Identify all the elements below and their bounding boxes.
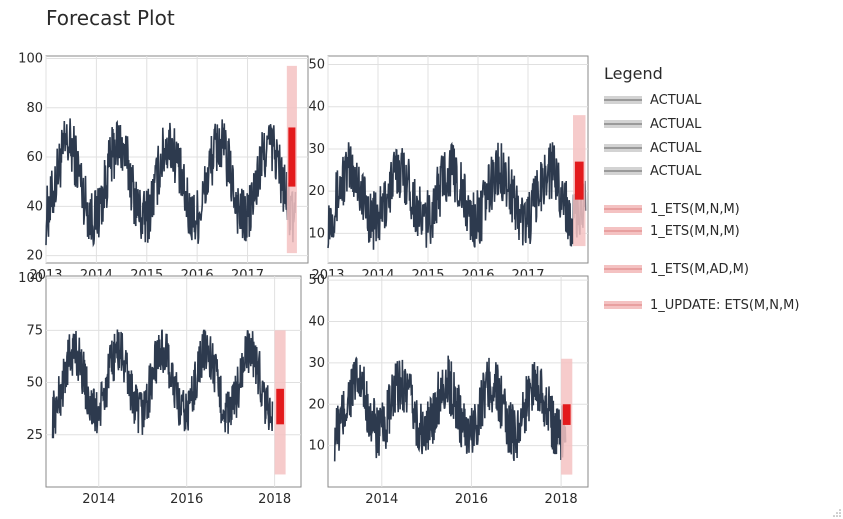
- y-tick-label: 20: [308, 397, 325, 412]
- legend-label: ACTUAL: [650, 140, 702, 156]
- y-tick-label: 40: [308, 100, 325, 115]
- chart-panel-2: 102030405020132014201520162017: [308, 55, 589, 283]
- actual-series-line: [327, 141, 587, 250]
- y-tick-label: 40: [26, 199, 43, 214]
- chart-title: Forecast Plot: [46, 6, 175, 30]
- y-tick-label: 50: [308, 57, 325, 72]
- forecast-range-mark: [288, 127, 296, 187]
- x-tick-label: 2014: [365, 492, 398, 507]
- legend-item[interactable]: ACTUAL: [604, 162, 701, 180]
- legend-item[interactable]: ACTUAL: [604, 139, 701, 157]
- legend-item[interactable]: ACTUAL: [604, 115, 701, 133]
- legend-label: 1_ETS(M,N,M): [650, 223, 740, 239]
- chart-panel-4: 10 20 30 40 50 2014 2016 2018: [308, 273, 589, 507]
- legend-swatch-icon: [604, 120, 642, 128]
- y-tick-label: 50: [308, 273, 325, 288]
- y-tick-label: 10: [308, 226, 325, 241]
- forecast-range-mark: [574, 161, 584, 200]
- legend-swatch-icon: [604, 167, 642, 175]
- forecast-range-mark: [562, 404, 571, 425]
- legend[interactable]: Legend ACTUAL ACTUAL ACTUAL ACTUAL 1_ETS(M,N…: [604, 64, 840, 313]
- legend-item[interactable]: 1_ETS(M,N,M): [604, 222, 740, 240]
- y-tick-label: 40: [308, 315, 325, 330]
- y-tick-label: 80: [26, 101, 43, 116]
- forecast-range-mark: [276, 388, 284, 425]
- y-tick-label: 20: [26, 249, 43, 264]
- legend-label: 1_UPDATE: ETS(M,N,M): [650, 297, 800, 313]
- legend-item[interactable]: 1_UPDATE: ETS(M,N,M): [604, 296, 799, 314]
- y-tick-label: 50: [26, 376, 43, 391]
- actual-series-line: [51, 329, 274, 439]
- y-tick-label: 60: [26, 150, 43, 165]
- legend-swatch-icon: [604, 227, 642, 235]
- legend-item[interactable]: 1_ETS(M,AD,M): [604, 260, 749, 278]
- y-tick-label: 30: [308, 142, 325, 157]
- x-tick-label: 2018: [545, 492, 578, 507]
- y-tick-label: 30: [308, 356, 325, 371]
- plot-frame: [327, 275, 589, 488]
- chart-panel-3: 25 50 75 100 2014 2016 2018: [18, 271, 302, 507]
- x-tick-label: 2014: [82, 492, 115, 507]
- chart-panel-1: 2040608010020132014201520162017: [18, 51, 309, 283]
- y-tick-label: 25: [26, 428, 43, 443]
- legend-title: Legend: [604, 64, 663, 83]
- charts-area: 2040608010020132014201520162017102030405…: [18, 51, 589, 507]
- resize-grip-icon[interactable]: [833, 509, 841, 517]
- y-tick-label: 10: [308, 439, 325, 454]
- legend-swatch-icon: [604, 144, 642, 152]
- legend-label: 1_ETS(M,N,M): [650, 201, 740, 217]
- actual-series-line: [333, 355, 567, 462]
- legend-label: 1_ETS(M,AD,M): [650, 261, 749, 277]
- y-tick-label: 100: [18, 271, 43, 286]
- legend-item[interactable]: ACTUAL: [604, 91, 701, 109]
- x-tick-label: 2018: [258, 492, 291, 507]
- legend-label: ACTUAL: [650, 116, 702, 132]
- legend-swatch-icon: [604, 96, 642, 104]
- y-tick-label: 100: [18, 51, 43, 66]
- actual-series-line: [45, 118, 297, 248]
- x-tick-label: 2016: [170, 492, 203, 507]
- legend-swatch-icon: [604, 301, 642, 309]
- y-tick-label: 75: [26, 323, 43, 338]
- x-tick-label: 2016: [455, 492, 488, 507]
- legend-label: ACTUAL: [650, 163, 702, 179]
- y-tick-label: 20: [308, 184, 325, 199]
- legend-swatch-icon: [604, 265, 642, 273]
- legend-item[interactable]: 1_ETS(M,N,M): [604, 200, 740, 218]
- legend-label: ACTUAL: [650, 92, 702, 108]
- legend-swatch-icon: [604, 205, 642, 213]
